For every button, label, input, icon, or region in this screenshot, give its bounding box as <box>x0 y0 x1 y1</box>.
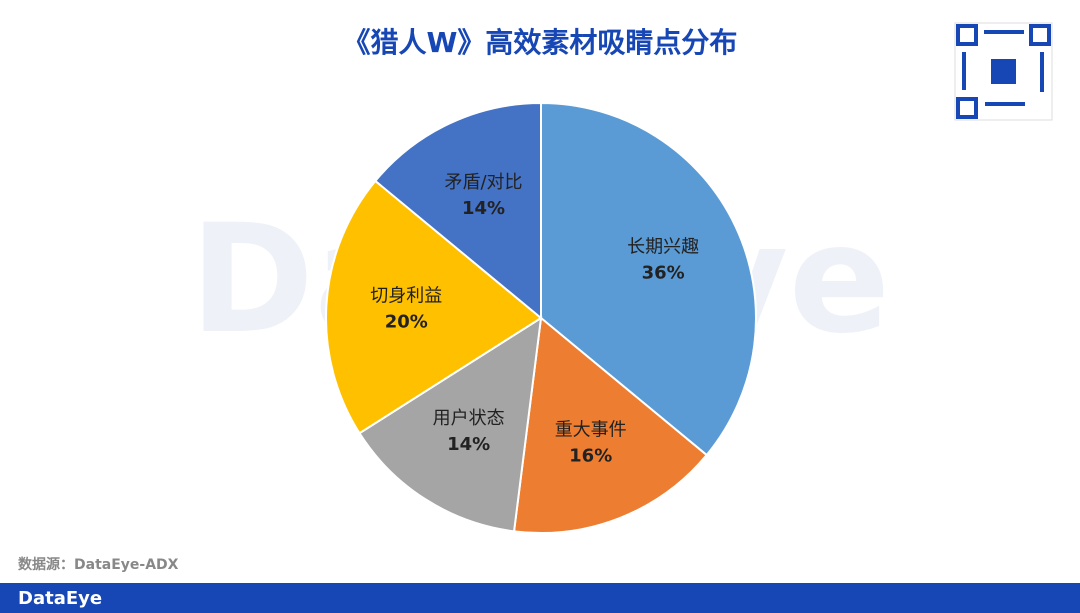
footer-bar <box>0 583 1080 613</box>
slice-label: 用户状态 <box>433 408 505 429</box>
pie-slice <box>373 101 542 321</box>
pie-slice <box>512 316 709 534</box>
footer-logo: DataEye <box>18 588 102 609</box>
chart-title: 《猎人W》高效素材吸睛点分布 <box>343 26 738 59</box>
slice-value-label: 20% <box>385 312 428 333</box>
slice-value-label: 36% <box>642 263 685 284</box>
slice-label: 长期兴趣 <box>627 237 699 258</box>
slice-value-label: 14% <box>462 198 505 219</box>
slice-value-label: 14% <box>447 434 490 455</box>
slice-label: 矛盾/对比 <box>444 172 522 193</box>
pie-slice <box>358 316 543 533</box>
pie-slice <box>540 101 757 457</box>
pie-slice <box>325 179 543 435</box>
pie: 长期兴趣 36% 重大事件 16% 用户状态 14% 切身利益 20% 矛盾/对比 14% <box>325 101 757 534</box>
slice-value-label: 16% <box>569 446 612 467</box>
slice-label: 切身利益 <box>370 286 442 307</box>
source-note: 数据源：DataEye-ADX <box>18 556 179 573</box>
slice-label: 重大事件 <box>555 420 627 441</box>
qr-code <box>954 22 1053 121</box>
